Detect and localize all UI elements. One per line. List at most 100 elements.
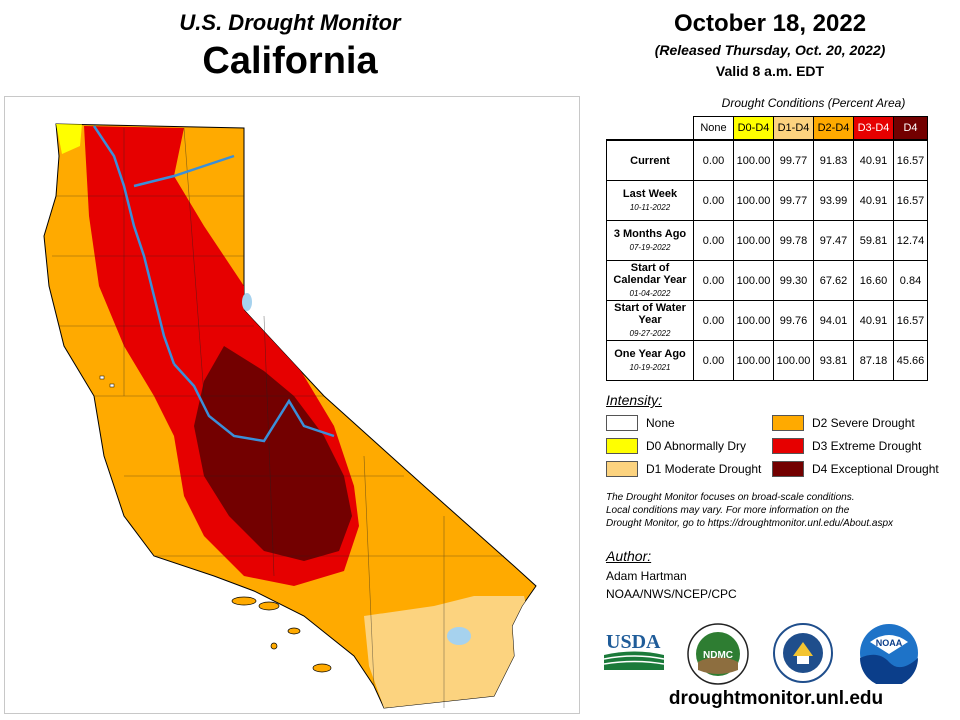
svg-text:NOAA: NOAA — [876, 638, 903, 648]
cell: 59.81 — [853, 220, 894, 261]
cell: 40.91 — [853, 180, 894, 221]
col-header-d0: D0-D4 — [733, 116, 774, 141]
island-2 — [258, 601, 280, 611]
note-line: Drought Monitor, go to https://droughtmo… — [606, 518, 894, 529]
cell: 45.66 — [893, 340, 928, 381]
legend-item-d0: D0 Abnormally Dry — [606, 437, 746, 455]
river-sacramento — [92, 125, 176, 365]
cell: 16.60 — [853, 260, 894, 301]
lake-tahoe — [242, 293, 252, 311]
cell: 100.00 — [733, 220, 774, 261]
river-san-joaquin — [173, 363, 335, 443]
cell: 99.78 — [773, 220, 814, 261]
note-line: Local conditions may vary. For more info… — [606, 505, 850, 516]
map-frame — [4, 96, 580, 714]
legend-swatch — [772, 415, 804, 431]
cell: 0.00 — [693, 139, 734, 181]
cell: 99.76 — [773, 300, 814, 341]
row-label: Last Week 10-11-2022 — [606, 180, 694, 221]
map-supertitle: U.S. Drought Monitor — [179, 10, 401, 35]
cell: 16.57 — [893, 300, 928, 341]
legend-swatch — [606, 438, 638, 454]
legend-swatch — [772, 438, 804, 454]
island-4 — [312, 663, 332, 673]
cell: 0.00 — [693, 180, 734, 221]
legend-item-d3: D3 Extreme Drought — [772, 437, 921, 455]
legend-swatch — [606, 461, 638, 477]
cell: 100.00 — [733, 260, 774, 301]
note-line: The Drought Monitor focuses on broad-sca… — [606, 492, 855, 503]
legend-label: D2 Severe Drought — [812, 416, 915, 430]
island-3 — [287, 627, 301, 635]
row-label: 3 Months Ago 07-19-2022 — [606, 220, 694, 261]
author-name: Adam Hartman — [606, 569, 687, 583]
legend-swatch — [606, 415, 638, 431]
col-header-none: None — [693, 116, 734, 141]
doc-seal-icon — [773, 623, 833, 683]
california-drought-map — [43, 123, 537, 709]
author-heading: Author: — [606, 548, 652, 564]
cell: 67.62 — [813, 260, 854, 301]
cell: 93.81 — [813, 340, 854, 381]
cell: 91.83 — [813, 139, 854, 181]
legend-label: None — [646, 416, 675, 430]
table-row: Start of Calendar Year 01-04-2022 0.00 10… — [606, 260, 928, 301]
cell: 93.99 — [813, 180, 854, 221]
cell: 0.00 — [693, 300, 734, 341]
header-blank — [607, 117, 694, 141]
cell: 99.30 — [773, 260, 814, 301]
row-label: Start of Water Year 09-27-2022 — [606, 300, 694, 341]
release-date: (Released Thursday, Oct. 20, 2022) — [654, 42, 886, 58]
legend-label: D4 Exceptional Drought — [812, 462, 939, 476]
cell: 100.00 — [773, 340, 814, 381]
cell: 99.77 — [773, 180, 814, 221]
noaa-logo-icon: NOAA — [860, 624, 918, 684]
d4-region-valley — [194, 346, 352, 561]
svg-text:USDA: USDA — [606, 631, 661, 653]
table-header-row: None D0-D4 D1-D4 D2-D4 D3-D4 D4 — [607, 116, 928, 141]
table-row: Current 0.00 100.00 99.77 91.83 40.91 16… — [606, 139, 928, 181]
d0-region-northwest — [56, 124, 82, 154]
col-header-d4: D4 — [893, 116, 928, 141]
row-label: Current — [606, 139, 694, 181]
legend-item-d4: D4 Exceptional Drought — [772, 460, 939, 478]
row-label: Start of Calendar Year 01-04-2022 — [606, 260, 694, 301]
cell: 40.91 — [853, 300, 894, 341]
legend-label: D3 Extreme Drought — [812, 439, 922, 453]
salton-sea — [447, 627, 471, 645]
ndmc-logo-icon: NDMC — [687, 623, 749, 685]
cell: 99.77 — [773, 139, 814, 181]
legend-item-d2: D2 Severe Drought — [772, 414, 915, 432]
map-date: October 18, 2022 — [673, 10, 867, 37]
cell: 100.00 — [733, 139, 774, 181]
state-title: California — [202, 40, 378, 82]
river-tributary — [133, 154, 235, 188]
table-row: Start of Water Year 09-27-2022 0.00 100.0… — [606, 300, 928, 341]
cell: 16.57 — [893, 139, 928, 181]
cell: 97.47 — [813, 220, 854, 261]
table-row: 3 Months Ago 07-19-2022 0.00 100.00 99.78… — [606, 220, 928, 261]
cell: 100.00 — [733, 180, 774, 221]
cell: 94.01 — [813, 300, 854, 341]
cell: 0.00 — [693, 220, 734, 261]
svg-text:NDMC: NDMC — [703, 650, 733, 661]
table-caption: Drought Conditions (Percent Area) — [721, 96, 906, 110]
island-1 — [231, 596, 257, 606]
valid-time: Valid 8 a.m. EDT — [715, 63, 825, 79]
legend-title: Intensity: — [606, 392, 663, 408]
cell: 0.00 — [693, 340, 734, 381]
island-5 — [270, 642, 278, 650]
cell: 100.00 — [733, 300, 774, 341]
table-row: Last Week 10-11-2022 0.00 100.00 99.77 93… — [606, 180, 928, 221]
author-organization: NOAA/NWS/NCEP/CPC — [606, 587, 737, 601]
d1-region-southeast — [364, 596, 534, 708]
website-url: droughtmonitor.unl.edu — [668, 688, 884, 709]
bay-bit-1 — [99, 375, 105, 380]
legend-item-d1: D1 Moderate Drought — [606, 460, 761, 478]
legend-label: D0 Abnormally Dry — [646, 439, 747, 453]
legend-label: D1 Moderate Drought — [646, 462, 762, 476]
usda-logo-icon: USDA — [604, 631, 665, 670]
cell: 0.00 — [693, 260, 734, 301]
cell: 0.84 — [893, 260, 928, 301]
table-row: One Year Ago 10-19-2021 0.00 100.00 100.0… — [606, 340, 928, 381]
